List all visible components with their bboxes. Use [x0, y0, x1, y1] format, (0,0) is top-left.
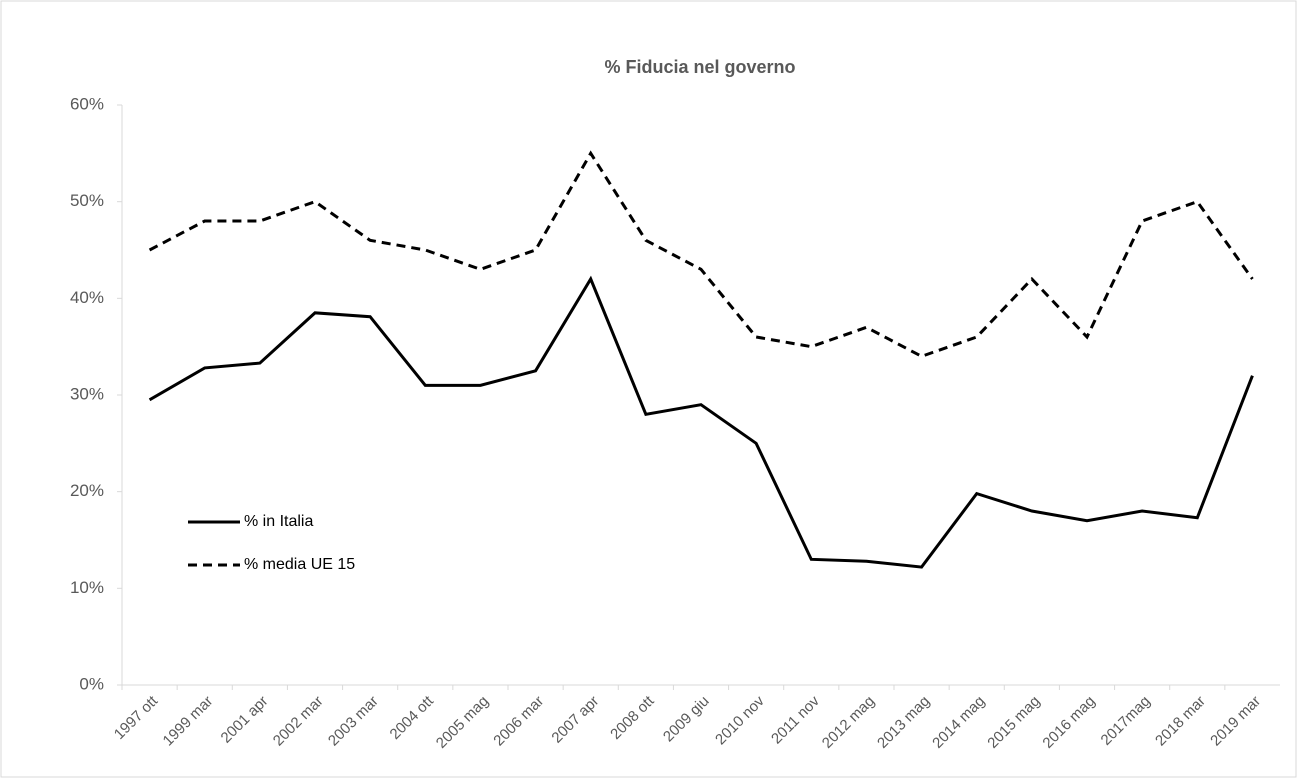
y-tick-label: 10% [70, 578, 104, 597]
y-tick-label: 50% [70, 191, 104, 210]
line-series [148, 150, 1254, 358]
line-series [148, 275, 1254, 569]
chart-title: % Fiducia nel governo [604, 57, 795, 77]
y-tick-label: 30% [70, 384, 104, 403]
y-tick-label: 20% [70, 481, 104, 500]
legend-label: % in Italia [244, 513, 313, 530]
legend-label: % media UE 15 [244, 556, 355, 573]
y-tick-label: 60% [70, 94, 104, 113]
y-tick-label: 0% [79, 674, 104, 693]
y-tick-label: 40% [70, 288, 104, 307]
